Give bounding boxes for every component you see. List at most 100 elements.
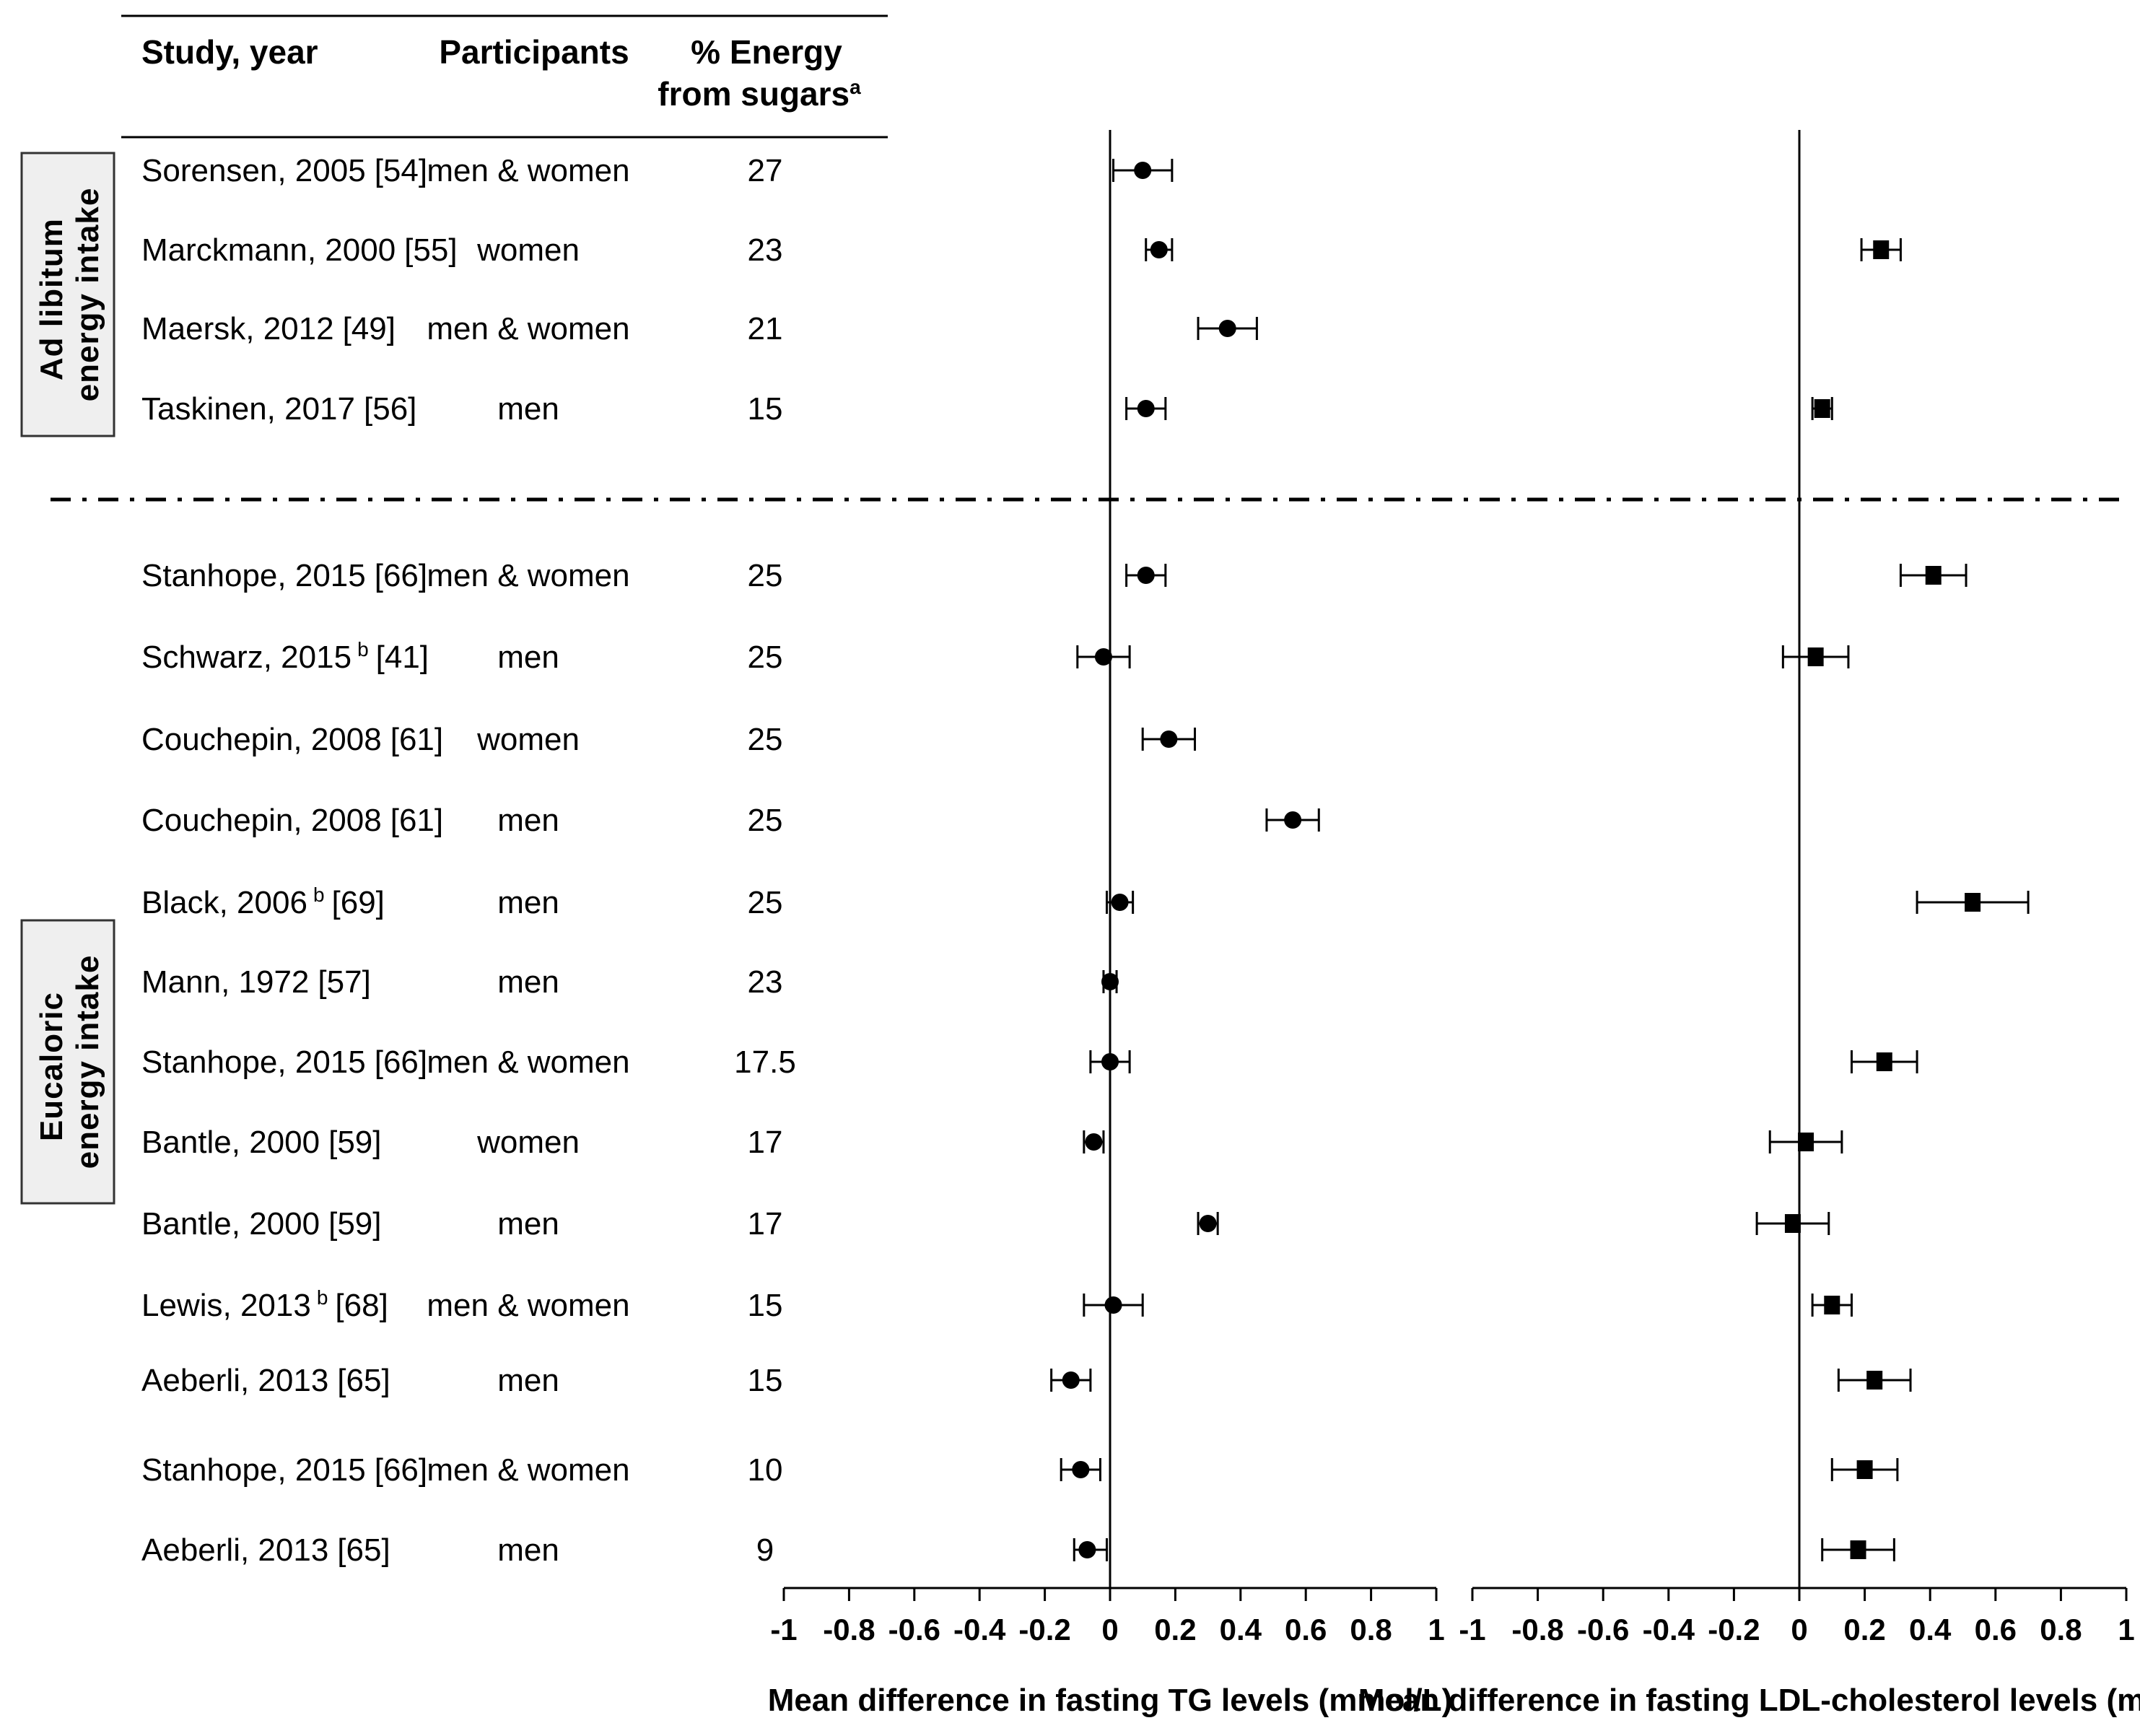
tg-estimate [1083,1294,1144,1317]
tg-point [1137,567,1155,584]
study-cell: Black, 2006 b [69] [141,884,385,920]
study-superscript: b [313,884,325,906]
tg-estimate [1060,1458,1101,1481]
group-ad-libitum-line2: energy intake [70,188,105,402]
ldl-point [1965,893,1981,912]
energy-cell: 23 [748,964,783,1000]
ldl-estimate [1821,1538,1895,1561]
table-row: Couchepin, 2008 [61] women 25 [141,722,782,757]
ldl-tick-label: -0.6 [1577,1613,1629,1646]
participants-cell: men [497,885,559,920]
energy-cell: 25 [748,803,783,838]
tg-point [1094,648,1112,666]
tg-point [1134,162,1152,179]
group-ad-libitum-line1: Ad libitum [34,218,69,380]
participants-cell: men & women [427,1044,629,1080]
energy-cell: 23 [748,232,783,268]
tg-estimate [1076,645,1131,668]
tg-estimate [1141,728,1197,751]
study-cell: Bantle, 2000 [59] [141,1206,381,1242]
participants-cell: men & women [427,1288,629,1323]
tg-point [1160,730,1178,748]
study-cell: Maersk, 2012 [49] [141,311,396,346]
participants-cell: men [497,1363,559,1398]
header-energy-line1: % Energy [691,33,842,71]
group-eucaloric-line2: energy intake [70,955,105,1169]
study-name: Stanhope, 2015 [141,558,366,593]
group-eucaloric-line1: Eucaloric [34,992,69,1141]
tg-point [1101,973,1119,990]
ldl-estimate [1768,1130,1843,1153]
study-ref: [66] [375,1452,427,1488]
tg-tick-label: 0 [1101,1613,1118,1646]
tg-tick-label: -0.6 [888,1613,940,1646]
study-name: Lewis, 2013 [141,1288,311,1323]
tg-tick-label: -0.8 [823,1613,875,1646]
study-ref: [55] [404,232,457,268]
ldl-point [1876,1052,1892,1071]
tg-tick-label: 0.2 [1154,1613,1196,1646]
table-row: Sorensen, 2005 [54] men & women 27 [141,153,782,188]
participants-cell: men & women [427,311,629,346]
tg-estimate [1197,1212,1219,1235]
study-cell: Lewis, 2013 b [68] [141,1286,388,1323]
ldl-x-axis-label: Mean difference in fasting LDL-cholester… [1358,1683,2140,1718]
study-ref: [68] [335,1288,388,1323]
study-cell: Stanhope, 2015 [66] [141,558,427,593]
study-name: Maersk, 2012 [141,311,334,346]
participants-cell: men [497,391,559,427]
tg-point [1111,894,1129,911]
table-row: Black, 2006 b [69] men 25 [141,884,782,920]
ldl-tick-label: 0.2 [1843,1613,1885,1646]
tg-point [1137,400,1155,417]
tg-point [1085,1133,1103,1151]
tg-axis: -1 -0.8 -0.6 -0.4 -0.2 0 0.2 0.4 0.6 0.8 1 Mean dif… [768,130,1452,1718]
ldl-point [1824,1296,1840,1314]
group-ad-libitum-label: Ad libitum energy intake [34,188,105,402]
tg-tick-label: 0.4 [1220,1613,1262,1646]
participants-cell: men & women [427,153,629,188]
ldl-tick-label: -0.8 [1511,1613,1563,1646]
study-ref: [61] [390,722,443,757]
participants-cell: men [497,803,559,838]
study-cell: Taskinen, 2017 [56] [141,391,416,427]
ldl-point [1856,1460,1873,1479]
ldl-point [1807,647,1824,666]
ldl-point [1814,399,1830,418]
study-name: Couchepin, 2008 [141,803,382,838]
tg-point [1284,811,1302,829]
tg-estimate [1073,1538,1108,1561]
study-cell: Couchepin, 2008 [61] [141,803,443,838]
tg-estimate [1050,1369,1092,1392]
study-cell: Schwarz, 2015 b [41] [141,638,429,675]
table-row: Bantle, 2000 [59] men 17 [141,1206,782,1242]
study-ref: [69] [332,885,385,920]
group-ad-libitum: Ad libitum energy intake [20,152,115,437]
tg-tick-label: 0.8 [1350,1613,1392,1646]
study-cell: Marckmann, 2000 [55] [141,232,458,268]
table-row: Schwarz, 2015 b [41] men 25 [141,638,782,675]
ldl-estimate [1860,238,1902,261]
header-energy-line2: from sugarsa [658,75,861,113]
study-name: Stanhope, 2015 [141,1452,366,1488]
table-row: Aeberli, 2013 [65] men 15 [141,1363,782,1398]
group-eucaloric-box [20,919,115,1205]
energy-cell: 15 [748,1363,783,1398]
study-cell: Aeberli, 2013 [65] [141,1363,390,1398]
ldl-tick-label: -1 [1459,1613,1485,1646]
group-eucaloric: Eucaloric energy intake [20,919,115,1205]
study-superscript: b [357,638,369,660]
study-name: Taskinen, 2017 [141,391,355,427]
ldl-estimate [1899,564,1968,587]
study-name: Aeberli, 2013 [141,1532,328,1568]
energy-cell: 10 [748,1452,783,1488]
study-name: Mann, 1972 [141,964,309,1000]
study-name: Stanhope, 2015 [141,1044,366,1080]
tg-estimate [1125,564,1167,587]
participants-cell: men [497,1532,559,1568]
ldl-point [1925,566,1942,585]
energy-cell: 17.5 [734,1044,796,1080]
ldl-estimate [1850,1050,1918,1073]
tg-estimate [1101,970,1119,993]
tg-estimate [1112,159,1174,182]
